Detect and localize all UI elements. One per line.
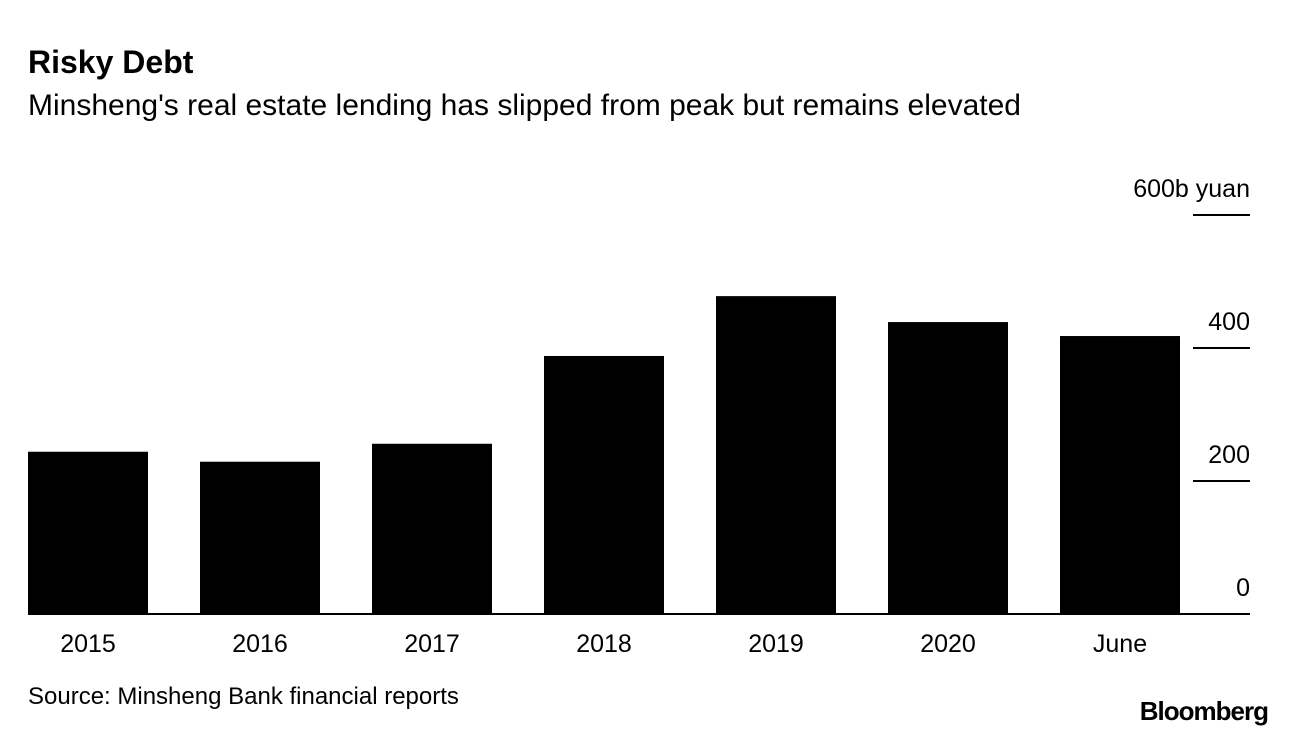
brand-logo: Bloomberg bbox=[1140, 696, 1268, 726]
x-tick-label: 2020 bbox=[920, 630, 976, 658]
x-tick-label: 2015 bbox=[60, 630, 116, 658]
bar bbox=[716, 296, 836, 614]
y-tick-label: 400 bbox=[1208, 308, 1250, 336]
bar bbox=[28, 451, 148, 614]
bar bbox=[200, 461, 320, 614]
x-tick-label: 2019 bbox=[748, 630, 804, 658]
y-tick-label: 600b yuan bbox=[1133, 175, 1250, 203]
x-tick-label: 2017 bbox=[404, 630, 460, 658]
x-tick-label: 2016 bbox=[232, 630, 288, 658]
chart-title: Risky Debt bbox=[28, 44, 194, 80]
bar bbox=[372, 443, 492, 614]
x-tick-label: 2018 bbox=[576, 630, 632, 658]
y-tick-label: 0 bbox=[1236, 574, 1250, 602]
source: Source: Minsheng Bank financial reports bbox=[28, 683, 459, 710]
bar bbox=[1060, 336, 1180, 614]
y-tick-label: 200 bbox=[1208, 441, 1250, 469]
bar bbox=[544, 355, 664, 614]
bar bbox=[888, 322, 1008, 614]
x-tick-label: June bbox=[1093, 630, 1147, 658]
chart-subtitle: Minsheng's real estate lending has slipp… bbox=[28, 89, 1021, 122]
